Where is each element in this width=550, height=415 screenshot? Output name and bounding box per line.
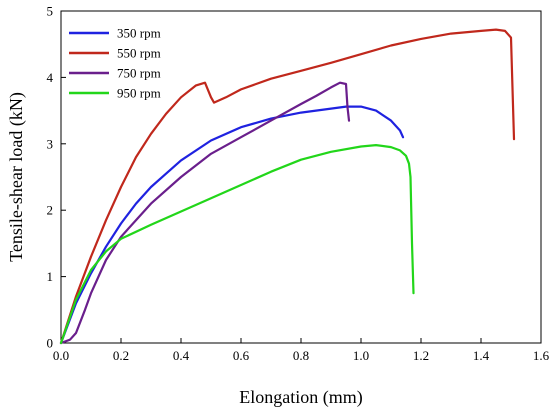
x-axis-title: Elongation (mm) <box>239 387 362 408</box>
y-axis-title: Tensile-shear load (kN) <box>6 92 27 262</box>
x-tick-label: 1.2 <box>413 348 429 363</box>
axes <box>60 10 542 344</box>
x-tick-label: 1.0 <box>353 348 369 363</box>
series-line-350-rpm <box>59 105 405 345</box>
series-lines <box>59 28 516 345</box>
x-tick-label: 1.6 <box>533 348 550 363</box>
y-tick-label: 3 <box>47 136 54 151</box>
series-line-550-rpm <box>59 28 516 345</box>
series-line-950-rpm <box>59 144 415 345</box>
x-tick-label: 1.4 <box>473 348 490 363</box>
x-tick-label: 0.2 <box>113 348 129 363</box>
legend-label: 550 rpm <box>117 46 161 61</box>
x-tick-label: 0.8 <box>293 348 309 363</box>
x-tick-label: 0.0 <box>53 348 69 363</box>
legend-label: 350 rpm <box>117 26 161 41</box>
y-tick-label: 2 <box>47 203 54 218</box>
y-tick-label: 1 <box>47 269 54 284</box>
legend-label: 750 rpm <box>117 66 161 81</box>
x-tick-label: 0.6 <box>233 348 250 363</box>
y-tick-label: 0 <box>47 336 54 351</box>
ticks: 0.0 0.2 0.4 0.6 0.8 1.0 1.2 1.4 1.6 0 1 2 3 4 5 <box>47 4 550 364</box>
plot-frame <box>60 10 542 344</box>
legend-label: 950 rpm <box>117 86 161 101</box>
y-tick-label: 5 <box>47 4 54 19</box>
y-tick-label: 4 <box>47 70 54 85</box>
legend: 350 rpm 550 rpm 750 rpm 950 rpm <box>69 26 161 101</box>
x-tick-label: 0.4 <box>173 348 190 363</box>
series-line-750-rpm <box>59 81 351 345</box>
